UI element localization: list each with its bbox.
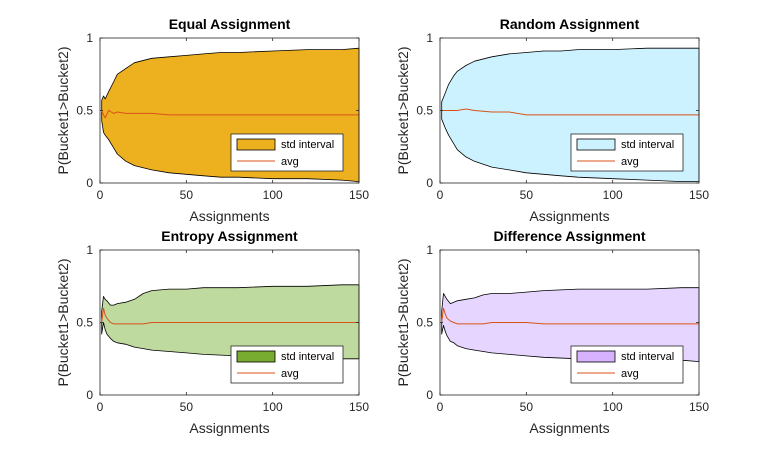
legend-swatch-std xyxy=(236,350,276,363)
y-tick-label: 1 xyxy=(86,31,93,45)
x-tick-label: 50 xyxy=(180,188,194,202)
chart-panel-4: 0 50 100 150 0 0.5 1 Difference Assignment Assig… xyxy=(395,228,709,436)
legend-label-avg: avg xyxy=(621,368,639,380)
y-axis-label: P(Bucket1>Bucket2) xyxy=(395,258,411,386)
x-tick-label: 100 xyxy=(603,400,623,414)
x-axis-label: Assignments xyxy=(529,208,609,224)
chart-title: Random Assignment xyxy=(500,16,640,32)
legend-label-std: std interval xyxy=(621,139,674,151)
legend-box xyxy=(230,133,344,172)
y-tick-label: 0 xyxy=(426,176,433,190)
chart-title: Entropy Assignment xyxy=(161,228,298,244)
y-tick-label: 0 xyxy=(86,176,93,190)
x-tick-label: 0 xyxy=(97,188,104,202)
avg-line xyxy=(101,307,359,325)
legend-label-avg: avg xyxy=(281,156,299,168)
x-axis-label: Assignments xyxy=(529,420,609,436)
legend: std interval avg xyxy=(230,345,344,384)
y-tick-label: 0.5 xyxy=(76,104,93,118)
x-tick-label: 150 xyxy=(349,400,369,414)
legend: std interval avg xyxy=(230,133,344,172)
y-tick-label: 0 xyxy=(426,388,433,402)
avg-line xyxy=(441,307,699,325)
x-axis-label: Assignments xyxy=(189,420,269,436)
y-axis-label: P(Bucket1>Bucket2) xyxy=(55,258,71,386)
legend-label-std: std interval xyxy=(621,351,674,363)
legend-label-avg: avg xyxy=(621,156,639,168)
y-tick-label: 0.5 xyxy=(76,316,93,330)
avg-line xyxy=(101,109,359,119)
chart-panel-3: 0 50 100 150 0 0.5 1 Entropy Assignment Assignme… xyxy=(55,228,369,436)
x-tick-label: 50 xyxy=(180,400,194,414)
y-tick-label: 1 xyxy=(426,243,433,257)
x-tick-label: 50 xyxy=(520,400,534,414)
legend-label-std: std interval xyxy=(281,351,334,363)
x-tick-label: 100 xyxy=(603,188,623,202)
x-tick-label: 0 xyxy=(437,400,444,414)
chart-panel-1: 0 50 100 150 0 0.5 1 Equal Assignment Assignment… xyxy=(55,16,369,224)
y-tick-label: 0 xyxy=(86,388,93,402)
avg-line xyxy=(441,108,699,116)
chart-panel-2: 0 50 100 150 0 0.5 1 Random Assignment Assignmen… xyxy=(395,16,709,224)
x-tick-label: 150 xyxy=(689,188,709,202)
chart-title: Equal Assignment xyxy=(169,16,291,32)
x-tick-label: 150 xyxy=(689,400,709,414)
x-axis-label: Assignments xyxy=(189,208,269,224)
y-tick-label: 1 xyxy=(86,243,93,257)
x-tick-label: 150 xyxy=(349,188,369,202)
legend-label-avg: avg xyxy=(281,368,299,380)
legend-swatch-std xyxy=(236,138,276,151)
y-axis-label: P(Bucket1>Bucket2) xyxy=(55,46,71,174)
x-tick-label: 50 xyxy=(520,188,534,202)
x-tick-label: 0 xyxy=(97,400,104,414)
y-tick-label: 0.5 xyxy=(416,104,433,118)
y-axis-label: P(Bucket1>Bucket2) xyxy=(395,46,411,174)
legend-swatch-std xyxy=(576,138,616,151)
legend: std interval avg xyxy=(570,133,684,172)
x-tick-label: 100 xyxy=(263,188,283,202)
y-tick-label: 1 xyxy=(426,31,433,45)
x-tick-label: 100 xyxy=(263,400,283,414)
legend-label-std: std interval xyxy=(281,139,334,151)
legend: std interval avg xyxy=(570,345,684,384)
chart-title: Difference Assignment xyxy=(494,228,646,244)
x-tick-label: 0 xyxy=(437,188,444,202)
y-tick-label: 0.5 xyxy=(416,316,433,330)
legend-swatch-std xyxy=(576,350,616,363)
